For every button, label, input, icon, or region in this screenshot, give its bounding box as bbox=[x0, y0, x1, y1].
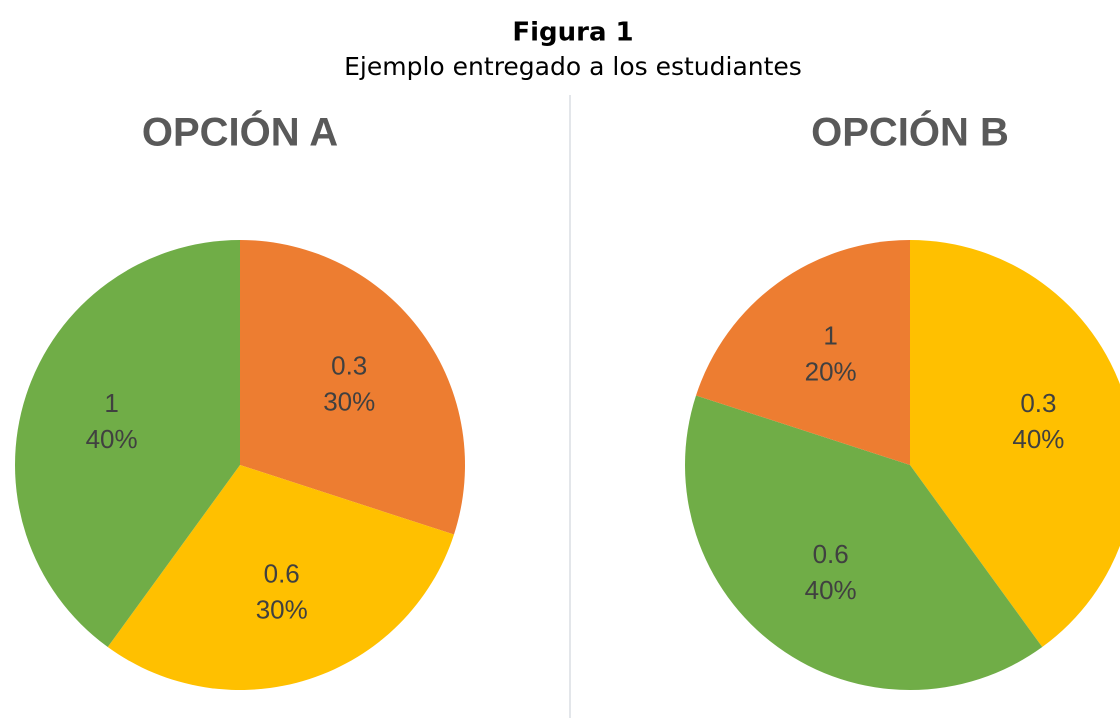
chart-title: OPCIÓN B bbox=[811, 109, 1009, 155]
pie-slice bbox=[15, 240, 240, 648]
slice-value-label: 20% bbox=[805, 357, 857, 387]
slice-category: 0.6 bbox=[813, 539, 849, 569]
pie-slice bbox=[107, 465, 454, 690]
slice-value-label: 30% bbox=[256, 594, 308, 624]
figure-title: Figura 1 bbox=[512, 18, 633, 48]
slice-value-label: 30% bbox=[323, 387, 375, 417]
pie-slice bbox=[910, 240, 1120, 648]
pie-slice bbox=[696, 240, 910, 465]
slice-category: 0.3 bbox=[1020, 388, 1056, 418]
slice-category: 0.3 bbox=[331, 351, 367, 381]
slice-value-label: 40% bbox=[1012, 424, 1064, 454]
pie-slice bbox=[240, 240, 465, 535]
slice-category: 1 bbox=[823, 321, 837, 351]
slice-category: 0.6 bbox=[264, 558, 300, 588]
figure-subtitle: Ejemplo entregado a los estudiantes bbox=[344, 52, 802, 81]
slice-value-label: 40% bbox=[86, 424, 138, 454]
slice-value-label: 40% bbox=[805, 575, 857, 605]
chart-title: OPCIÓN A bbox=[142, 109, 338, 155]
slice-category: 1 bbox=[104, 388, 118, 418]
pie-slice bbox=[685, 395, 1043, 690]
